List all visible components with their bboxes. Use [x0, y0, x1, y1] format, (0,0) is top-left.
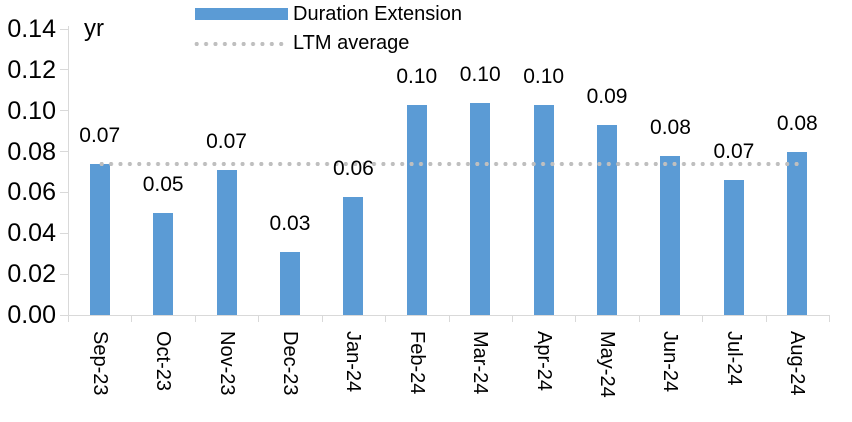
bar-value-label: 0.10	[459, 62, 501, 86]
y-axis-tick-label: 0.02	[7, 260, 56, 289]
x-axis-label-apr-24: Apr-24	[532, 331, 555, 392]
bar-jul-24	[723, 180, 744, 315]
x-axis-label-may-24: May-24	[596, 331, 619, 398]
x-axis-tick	[131, 315, 133, 322]
x-axis-label-oct-23: Oct-23	[152, 331, 175, 392]
y-axis-tick	[60, 110, 68, 112]
ltm-average-line	[96, 160, 801, 167]
y-axis-tick	[60, 314, 68, 316]
legend-label-duration-extension: Duration Extension	[293, 3, 462, 25]
y-axis-tick	[60, 191, 68, 193]
y-axis-tick	[60, 28, 68, 30]
bar-value-label: 0.08	[776, 111, 818, 135]
bar-value-label: 0.10	[523, 64, 565, 88]
y-axis-unit-label: yr	[84, 15, 104, 42]
x-axis-label-sep-23: Sep-23	[88, 331, 111, 396]
x-axis-label-jul-24: Jul-24	[722, 331, 745, 386]
y-axis-tick-label: 0.04	[7, 219, 56, 248]
bar-mar-24	[470, 102, 491, 315]
x-axis-label-dec-23: Dec-23	[278, 331, 301, 396]
dotted-line-swatch-icon	[192, 41, 286, 47]
bar-value-label: 0.07	[713, 140, 755, 164]
y-axis-tick-label: 0.08	[7, 137, 56, 166]
bar-value-label: 0.09	[586, 85, 628, 108]
bar-value-label: 0.07	[206, 129, 247, 153]
y-axis-tick-label: 0.00	[7, 301, 56, 329]
x-axis-label-nov-23: Nov-23	[215, 331, 238, 396]
y-axis-tick-label: 0.14	[7, 15, 56, 43]
x-axis-tick	[68, 315, 69, 322]
bar-feb-24	[406, 104, 427, 315]
bar-value-label: 0.03	[269, 211, 311, 235]
bar-value-label: 0.06	[332, 156, 374, 180]
x-axis-tick	[702, 315, 704, 322]
y-axis-line	[68, 26, 69, 315]
x-axis-label-jan-24: Jan-24	[342, 331, 365, 393]
y-axis-tick	[60, 273, 68, 275]
x-axis-tick	[829, 315, 830, 322]
bar-jun-24	[660, 155, 681, 315]
x-axis-label-feb-24: Feb-24	[405, 331, 428, 395]
x-axis-tick	[638, 315, 640, 322]
bar-value-label: 0.08	[650, 115, 691, 139]
x-axis-label-jun-24: Jun-24	[659, 331, 682, 393]
x-axis-tick	[258, 315, 260, 322]
bar-dec-23	[279, 251, 300, 315]
legend-label-ltm-average: LTM average	[293, 32, 410, 54]
y-axis-tick	[60, 151, 68, 153]
x-axis-tick	[385, 315, 387, 322]
x-axis-tick	[575, 315, 577, 322]
x-axis-label-aug-24: Aug-24	[786, 331, 809, 396]
bar-value-label: 0.05	[142, 172, 184, 196]
bar-oct-23	[153, 212, 174, 315]
bar-value-label: 0.07	[79, 123, 121, 147]
y-axis-tick-label: 0.12	[7, 55, 56, 84]
bar-series-swatch-icon	[195, 8, 288, 20]
x-axis-tick	[321, 315, 323, 322]
bar-jan-24	[343, 196, 364, 315]
x-axis-line	[60, 315, 829, 316]
bar-nov-23	[216, 169, 237, 315]
y-axis-tick-label: 0.10	[7, 96, 56, 125]
x-axis-label-mar-24: Mar-24	[469, 331, 492, 395]
bar-may-24	[597, 125, 618, 315]
y-axis-tick	[60, 69, 68, 71]
bar-apr-24	[533, 104, 554, 315]
y-axis-tick	[60, 232, 68, 234]
x-axis-tick	[448, 315, 450, 322]
x-axis-tick	[194, 315, 196, 322]
bar-value-label: 0.10	[396, 64, 438, 88]
x-axis-tick	[511, 315, 513, 322]
y-axis-tick-label: 0.06	[7, 178, 56, 207]
bar-aug-24	[787, 151, 808, 315]
x-axis-tick	[765, 315, 767, 322]
bar-sep-23	[89, 163, 110, 315]
